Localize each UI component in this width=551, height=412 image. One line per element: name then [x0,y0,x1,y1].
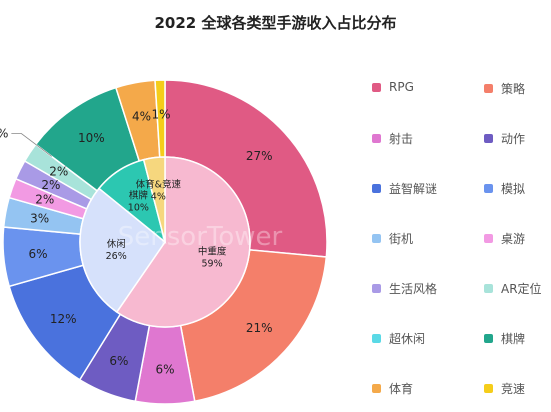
outer-value-label-6: 3% [30,212,49,226]
legend-swatch-9 [484,284,493,293]
outer-value-label-8: 2% [41,178,60,192]
outer-value-label-5: 6% [29,247,48,261]
legend-item-2: 射击 [372,130,413,147]
legend-label-1: 策略 [501,82,526,96]
legend-swatch-5 [484,184,493,193]
outer-value-label-10: 0% [0,127,8,141]
legend-label-6: 街机 [389,232,414,246]
outer-value-label-9: 2% [49,165,68,179]
legend-label-3: 动作 [501,132,526,146]
legend-swatch-6 [372,234,381,243]
legend-label-11: 棋牌 [501,332,526,346]
legend-swatch-3 [484,134,493,143]
outer-value-label-1: 21% [246,321,273,335]
legend-item-4: 益智解谜 [372,180,437,197]
outer-value-label-12: 4% [132,110,151,124]
legend-swatch-7 [484,234,493,243]
legend-swatch-4 [372,184,381,193]
legend-swatch-8 [372,284,381,293]
legend-swatch-12 [372,384,381,393]
inner-name-label-1: 休闲 [107,238,126,250]
legend-label-0: RPG [389,80,414,94]
legend-label-7: 桌游 [501,232,526,246]
legend-item-7: 桌游 [484,230,525,247]
legend-swatch-10 [372,334,381,343]
legend-item-0: RPG [372,80,414,94]
inner-ring [79,156,251,328]
leader-line-10 [11,133,52,157]
legend-swatch-2 [372,134,381,143]
outer-value-label-7: 2% [35,193,54,207]
leader-lines [11,133,52,157]
legend-swatch-0 [372,82,381,92]
legend-label-10: 超休闲 [389,332,426,346]
inner-slice-1 [79,187,167,314]
outer-value-label-3: 6% [109,354,128,368]
legend-swatch-11 [484,334,493,343]
legend-item-11: 棋牌 [484,330,525,347]
inner-name-label-0: 中重度 [198,246,227,258]
outer-value-label-0: 27% [246,149,273,163]
legend-swatch-1 [484,84,493,93]
legend-item-8: 生活风格 [372,280,437,297]
outer-ring [2,79,328,405]
inner-value-label-1: 26% [106,251,127,262]
inner-slice-0 [115,156,251,328]
inner-name-label-3: 体育&竞速 [136,179,182,191]
inner-slice-3 [142,156,166,243]
legend-swatch-13 [484,384,493,393]
legend-label-4: 益智解谜 [389,182,438,196]
legend-label-2: 射击 [389,132,414,146]
legend-item-12: 体育 [372,380,413,397]
legend-item-1: 策略 [484,80,525,97]
legend-label-8: 生活风格 [389,282,438,296]
legend-label-12: 体育 [389,382,414,396]
inner-value-label-3: 4% [151,192,166,203]
chart-title: 2022 全球各类型手游收入占比分布 [154,14,397,32]
legend-item-10: 超休闲 [372,330,425,347]
inner-name-label-2: 棋牌 [129,190,149,202]
legend-label-5: 模拟 [501,182,526,196]
outer-value-label-2: 6% [155,363,174,377]
legend-label-9: AR定位 [501,282,542,296]
outer-value-label-13: 1% [152,108,171,122]
legend-item-5: 模拟 [484,180,525,197]
legend-item-9: AR定位 [484,280,542,297]
inner-value-label-2: 10% [128,203,149,214]
legend-item-13: 竞速 [484,380,525,397]
outer-labels: 27%21%6%6%12%6%3%2%2%2%0%10%4%1% [0,108,273,377]
inner-value-label-0: 59% [202,259,223,270]
watermark: SensorTower [118,222,283,252]
outer-value-label-11: 10% [78,131,105,145]
legend-label-13: 竞速 [501,382,526,396]
outer-value-label-4: 12% [50,312,77,326]
legend-item-6: 街机 [372,230,413,247]
legend-item-3: 动作 [484,130,525,147]
